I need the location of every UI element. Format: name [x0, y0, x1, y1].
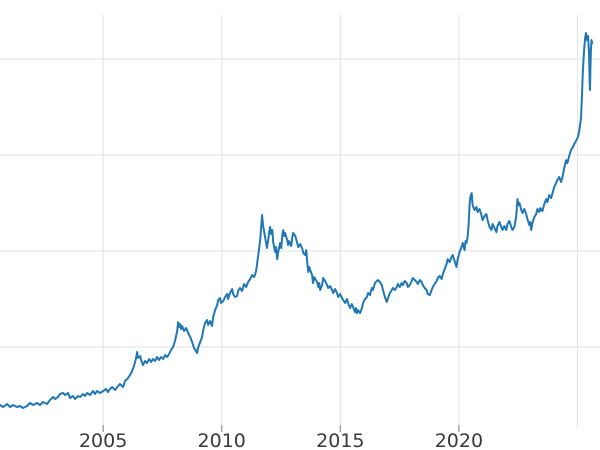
x-tick-label: 2005 — [79, 430, 127, 450]
x-tick-label: 2015 — [316, 430, 364, 450]
price-line — [0, 32, 594, 409]
x-tick-label: 2010 — [198, 430, 246, 450]
x-tick-label: 2020 — [435, 430, 483, 450]
